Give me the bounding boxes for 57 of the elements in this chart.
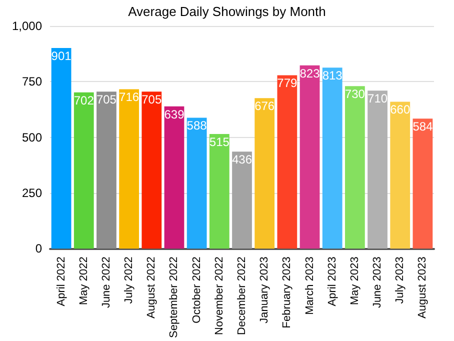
x-tick-label: December 2022 xyxy=(236,256,248,335)
x-tick-label: January 2023 xyxy=(258,256,271,324)
data-label: 901 xyxy=(51,49,72,64)
data-label: 660 xyxy=(390,102,410,117)
data-label: 716 xyxy=(119,90,140,104)
data-label: 813 xyxy=(322,68,343,83)
x-tick-label: June 2022 xyxy=(100,256,112,308)
x-tick-label: March 2023 xyxy=(304,256,316,315)
data-label: 436 xyxy=(232,152,252,167)
bar xyxy=(96,92,116,249)
bar xyxy=(142,92,162,249)
bar xyxy=(322,68,342,249)
x-tick-label: August 2022 xyxy=(146,256,158,318)
bar xyxy=(74,92,94,249)
y-tick-label: 250 xyxy=(22,186,42,200)
y-tick-label: 1,000 xyxy=(12,19,42,33)
bar xyxy=(277,75,298,249)
data-label: 730 xyxy=(344,87,366,102)
x-tick-label: July 2023 xyxy=(394,256,406,304)
bar xyxy=(232,152,252,249)
x-tick-label: April 2022 xyxy=(55,256,68,306)
data-label: 676 xyxy=(254,99,275,114)
bar xyxy=(186,118,207,249)
y-tick-label: 750 xyxy=(22,74,42,89)
bar xyxy=(119,89,139,249)
x-tick-label: July 2022 xyxy=(123,256,136,304)
data-label: 823 xyxy=(300,66,320,80)
data-label: 705 xyxy=(142,92,162,107)
bar xyxy=(51,48,72,249)
data-label: 588 xyxy=(186,118,208,133)
x-tick-label: September 2022 xyxy=(168,256,180,338)
bar xyxy=(345,86,365,249)
chart-title: Average Daily Showings by Month xyxy=(128,4,326,19)
bar xyxy=(368,90,388,249)
data-label: 705 xyxy=(96,92,117,107)
bar xyxy=(254,98,275,249)
data-label: 639 xyxy=(164,107,185,122)
bar xyxy=(390,102,410,249)
bar xyxy=(300,65,320,249)
x-tick-label: May 2023 xyxy=(348,256,361,305)
x-tick-label: October 2022 xyxy=(190,256,203,324)
x-tick-label: November 2022 xyxy=(213,256,226,335)
bar xyxy=(412,118,433,249)
bar xyxy=(164,106,184,249)
y-tick-label: 0 xyxy=(35,242,42,256)
y-tick-label: 500 xyxy=(22,130,42,144)
data-label: 779 xyxy=(277,76,298,90)
data-label: 515 xyxy=(209,134,230,149)
data-label: 702 xyxy=(74,93,94,108)
data-label: 584 xyxy=(412,120,434,134)
bar xyxy=(209,134,230,249)
x-tick-label: August 2023 xyxy=(416,256,429,318)
data-label: 710 xyxy=(368,92,388,106)
x-tick-label: April 2023 xyxy=(326,256,338,306)
x-tick-label: June 2023 xyxy=(372,256,384,308)
x-tick-label: February 2023 xyxy=(281,256,294,328)
x-tick-label: May 2022 xyxy=(78,256,90,305)
